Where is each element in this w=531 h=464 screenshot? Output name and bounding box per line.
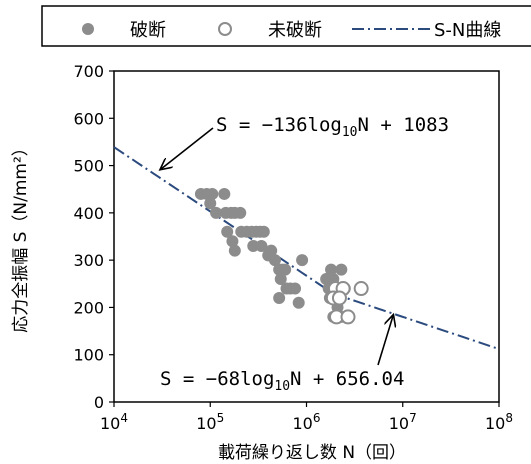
sn-curve-line bbox=[113, 146, 500, 350]
legend-label-fracture: 破断 bbox=[130, 20, 166, 41]
legend-label-runout: 未破断 bbox=[268, 20, 322, 41]
data-points bbox=[194, 187, 369, 325]
fracture-point bbox=[292, 296, 305, 309]
fracture-point bbox=[289, 282, 302, 295]
fracture-point bbox=[279, 263, 292, 276]
equation-label: S = −68log10N + 656.04 bbox=[160, 368, 404, 394]
runout-point bbox=[340, 309, 356, 325]
y-tick-label: 700 bbox=[73, 62, 104, 81]
legend-marker-runout bbox=[218, 22, 232, 36]
fracture-point bbox=[234, 206, 247, 219]
fracture-point bbox=[228, 244, 241, 257]
y-tick-label: 300 bbox=[73, 251, 104, 270]
legend: 破断 未破断 S-N曲線 bbox=[41, 5, 531, 47]
axis-ticks: 0 100 200 300 400 500 600 700 104 105 106 107 108 bbox=[73, 62, 513, 433]
fracture-point bbox=[255, 239, 268, 252]
y-tick-label: 100 bbox=[73, 346, 104, 365]
fracture-point bbox=[268, 254, 281, 267]
fracture-point bbox=[210, 206, 223, 219]
y-tick-label: 200 bbox=[73, 298, 104, 317]
x-tick-label: 105 bbox=[196, 411, 224, 433]
fracture-point bbox=[257, 225, 270, 238]
equation-arrow bbox=[160, 127, 214, 170]
x-tick-label: 104 bbox=[100, 411, 128, 433]
x-tick-label: 108 bbox=[485, 411, 513, 433]
fracture-point bbox=[265, 244, 278, 257]
sn-curve bbox=[113, 146, 500, 350]
x-tick-label: 106 bbox=[293, 411, 321, 433]
y-tick-label: 400 bbox=[73, 204, 104, 223]
fracture-point bbox=[226, 235, 239, 248]
x-tick-label: 107 bbox=[389, 411, 417, 433]
y-axis-title: 応力全振幅 S（N/mm²） bbox=[11, 139, 31, 333]
fracture-point bbox=[204, 197, 217, 210]
y-tick-label: 0 bbox=[94, 393, 104, 412]
fracture-point bbox=[206, 187, 219, 200]
fracture-point bbox=[274, 273, 287, 286]
y-tick-label: 500 bbox=[73, 157, 104, 176]
fracture-point bbox=[296, 254, 309, 267]
runout-point bbox=[331, 290, 347, 306]
equation-label: S = −136log10N + 1083 bbox=[216, 114, 449, 140]
legend-box bbox=[41, 5, 531, 47]
equation-annotations: S = −136log10N + 1083 S = −68log10N + 656… bbox=[160, 114, 449, 394]
legend-marker-fracture bbox=[82, 23, 94, 35]
fracture-point bbox=[325, 263, 338, 276]
legend-label-sn-curve: S-N曲線 bbox=[434, 20, 501, 41]
fracture-point bbox=[218, 187, 231, 200]
fracture-point bbox=[221, 225, 234, 238]
fracture-point bbox=[273, 291, 286, 304]
x-axis-title: 載荷繰り返し数 N（回） bbox=[218, 443, 406, 463]
equation-arrow bbox=[377, 315, 393, 366]
y-tick-label: 600 bbox=[73, 109, 104, 128]
fracture-point bbox=[335, 263, 348, 276]
runout-point bbox=[353, 281, 369, 297]
